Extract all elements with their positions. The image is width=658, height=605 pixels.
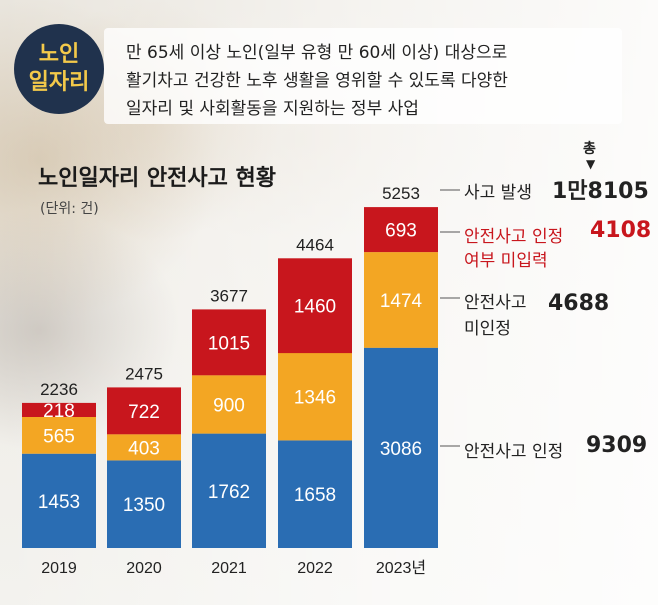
segment-label-2019-1: 1453 (38, 492, 80, 513)
total-label-2021: 3677 (210, 286, 248, 305)
category-label-2020: 2020 (126, 560, 162, 577)
recognized-label: 안전사고 인정 (464, 442, 564, 462)
segment-label-2023년-3: 693 (385, 221, 417, 242)
segment-label-2023년-2: 1474 (380, 291, 423, 312)
total-label-2019: 2236 (40, 380, 78, 399)
segment-label-2021-3: 1015 (208, 333, 250, 354)
total-label-2023년: 5253 (382, 184, 420, 203)
accident-label: 사고 발생 (464, 183, 532, 203)
bar-segment-2022-2 (278, 353, 352, 441)
category-label-2021: 2021 (211, 560, 247, 577)
segment-label-2021-1: 1762 (208, 482, 250, 503)
badge-line-2: 일자리 (28, 70, 90, 95)
definition-line-1: 만 65세 이상 노인(일부 유형 만 60세 이상) 대상으로 (126, 43, 508, 63)
segment-label-2019-3: 218 (43, 401, 75, 422)
category-label-2022: 2022 (297, 560, 333, 577)
segment-label-2022-3: 1460 (294, 297, 336, 318)
bar-segment-2019-1 (22, 453, 96, 548)
chart-title: 노인일자리 안전사고 현황 (38, 166, 276, 191)
badge-line-1: 노인 (38, 42, 80, 67)
topic-badge: 노인 일자리 (14, 24, 104, 114)
category-label-2019: 2019 (41, 560, 77, 577)
segment-label-2023년-1: 3086 (380, 439, 422, 460)
segment-label-2022-1: 1658 (294, 485, 336, 506)
segment-label-2019-2: 565 (43, 426, 75, 447)
bar-segment-2020-3 (107, 387, 181, 435)
chart-unit: (단위: 건) (40, 201, 99, 217)
bar-segment-2022-3 (278, 258, 352, 354)
category-label-2023년: 2023년 (376, 559, 426, 577)
bar-segment-2023년-2 (364, 252, 438, 348)
bar-segment-2022-1 (278, 440, 352, 548)
definition-box: 만 65세 이상 노인(일부 유형 만 60세 이상) 대상으로 활기차고 건강… (104, 28, 622, 124)
total-marker: 총 (583, 141, 596, 157)
recognized-total: 9309 (586, 433, 648, 458)
unrecognized-label-line-2: 미인정 (464, 319, 511, 339)
accident-total: 1만8105 (552, 179, 649, 204)
bar-segment-2020-2 (107, 434, 181, 461)
definition-line-2: 활기차고 건강한 노후 생활을 영위할 수 있도록 다양한 (126, 71, 508, 91)
down-arrow-icon: ▼ (586, 157, 596, 171)
bar-segment-2019-2 (22, 417, 96, 454)
segment-label-2022-2: 1346 (294, 388, 336, 409)
unrecognized-total: 4688 (548, 291, 610, 316)
bar-segment-2023년-1 (364, 347, 438, 548)
total-label-2022: 4464 (296, 235, 334, 254)
bar-segment-2021-3 (192, 309, 266, 376)
unrecognized-label-line-1: 안전사고 (464, 293, 527, 313)
bar-segment-2021-1 (192, 433, 266, 548)
segment-label-2020-3: 722 (128, 402, 160, 423)
segment-label-2020-1: 1350 (123, 495, 165, 516)
bar-segment-2020-1 (107, 460, 181, 548)
unentered-total: 4108 (590, 218, 652, 243)
segment-label-2020-2: 403 (128, 438, 160, 459)
unentered-label-line-2: 여부 미입력 (464, 251, 548, 271)
bar-segment-2023년-3 (364, 207, 438, 253)
segment-label-2021-2: 900 (213, 395, 245, 416)
unentered-label-line-1: 안전사고 인정 (464, 227, 564, 247)
bar-segment-2021-2 (192, 375, 266, 434)
definition-line-3: 일자리 및 사회활동을 지원하는 정부 사업 (126, 99, 419, 119)
bar-segment-2019-3 (22, 402, 96, 417)
total-label-2020: 2475 (125, 364, 163, 383)
